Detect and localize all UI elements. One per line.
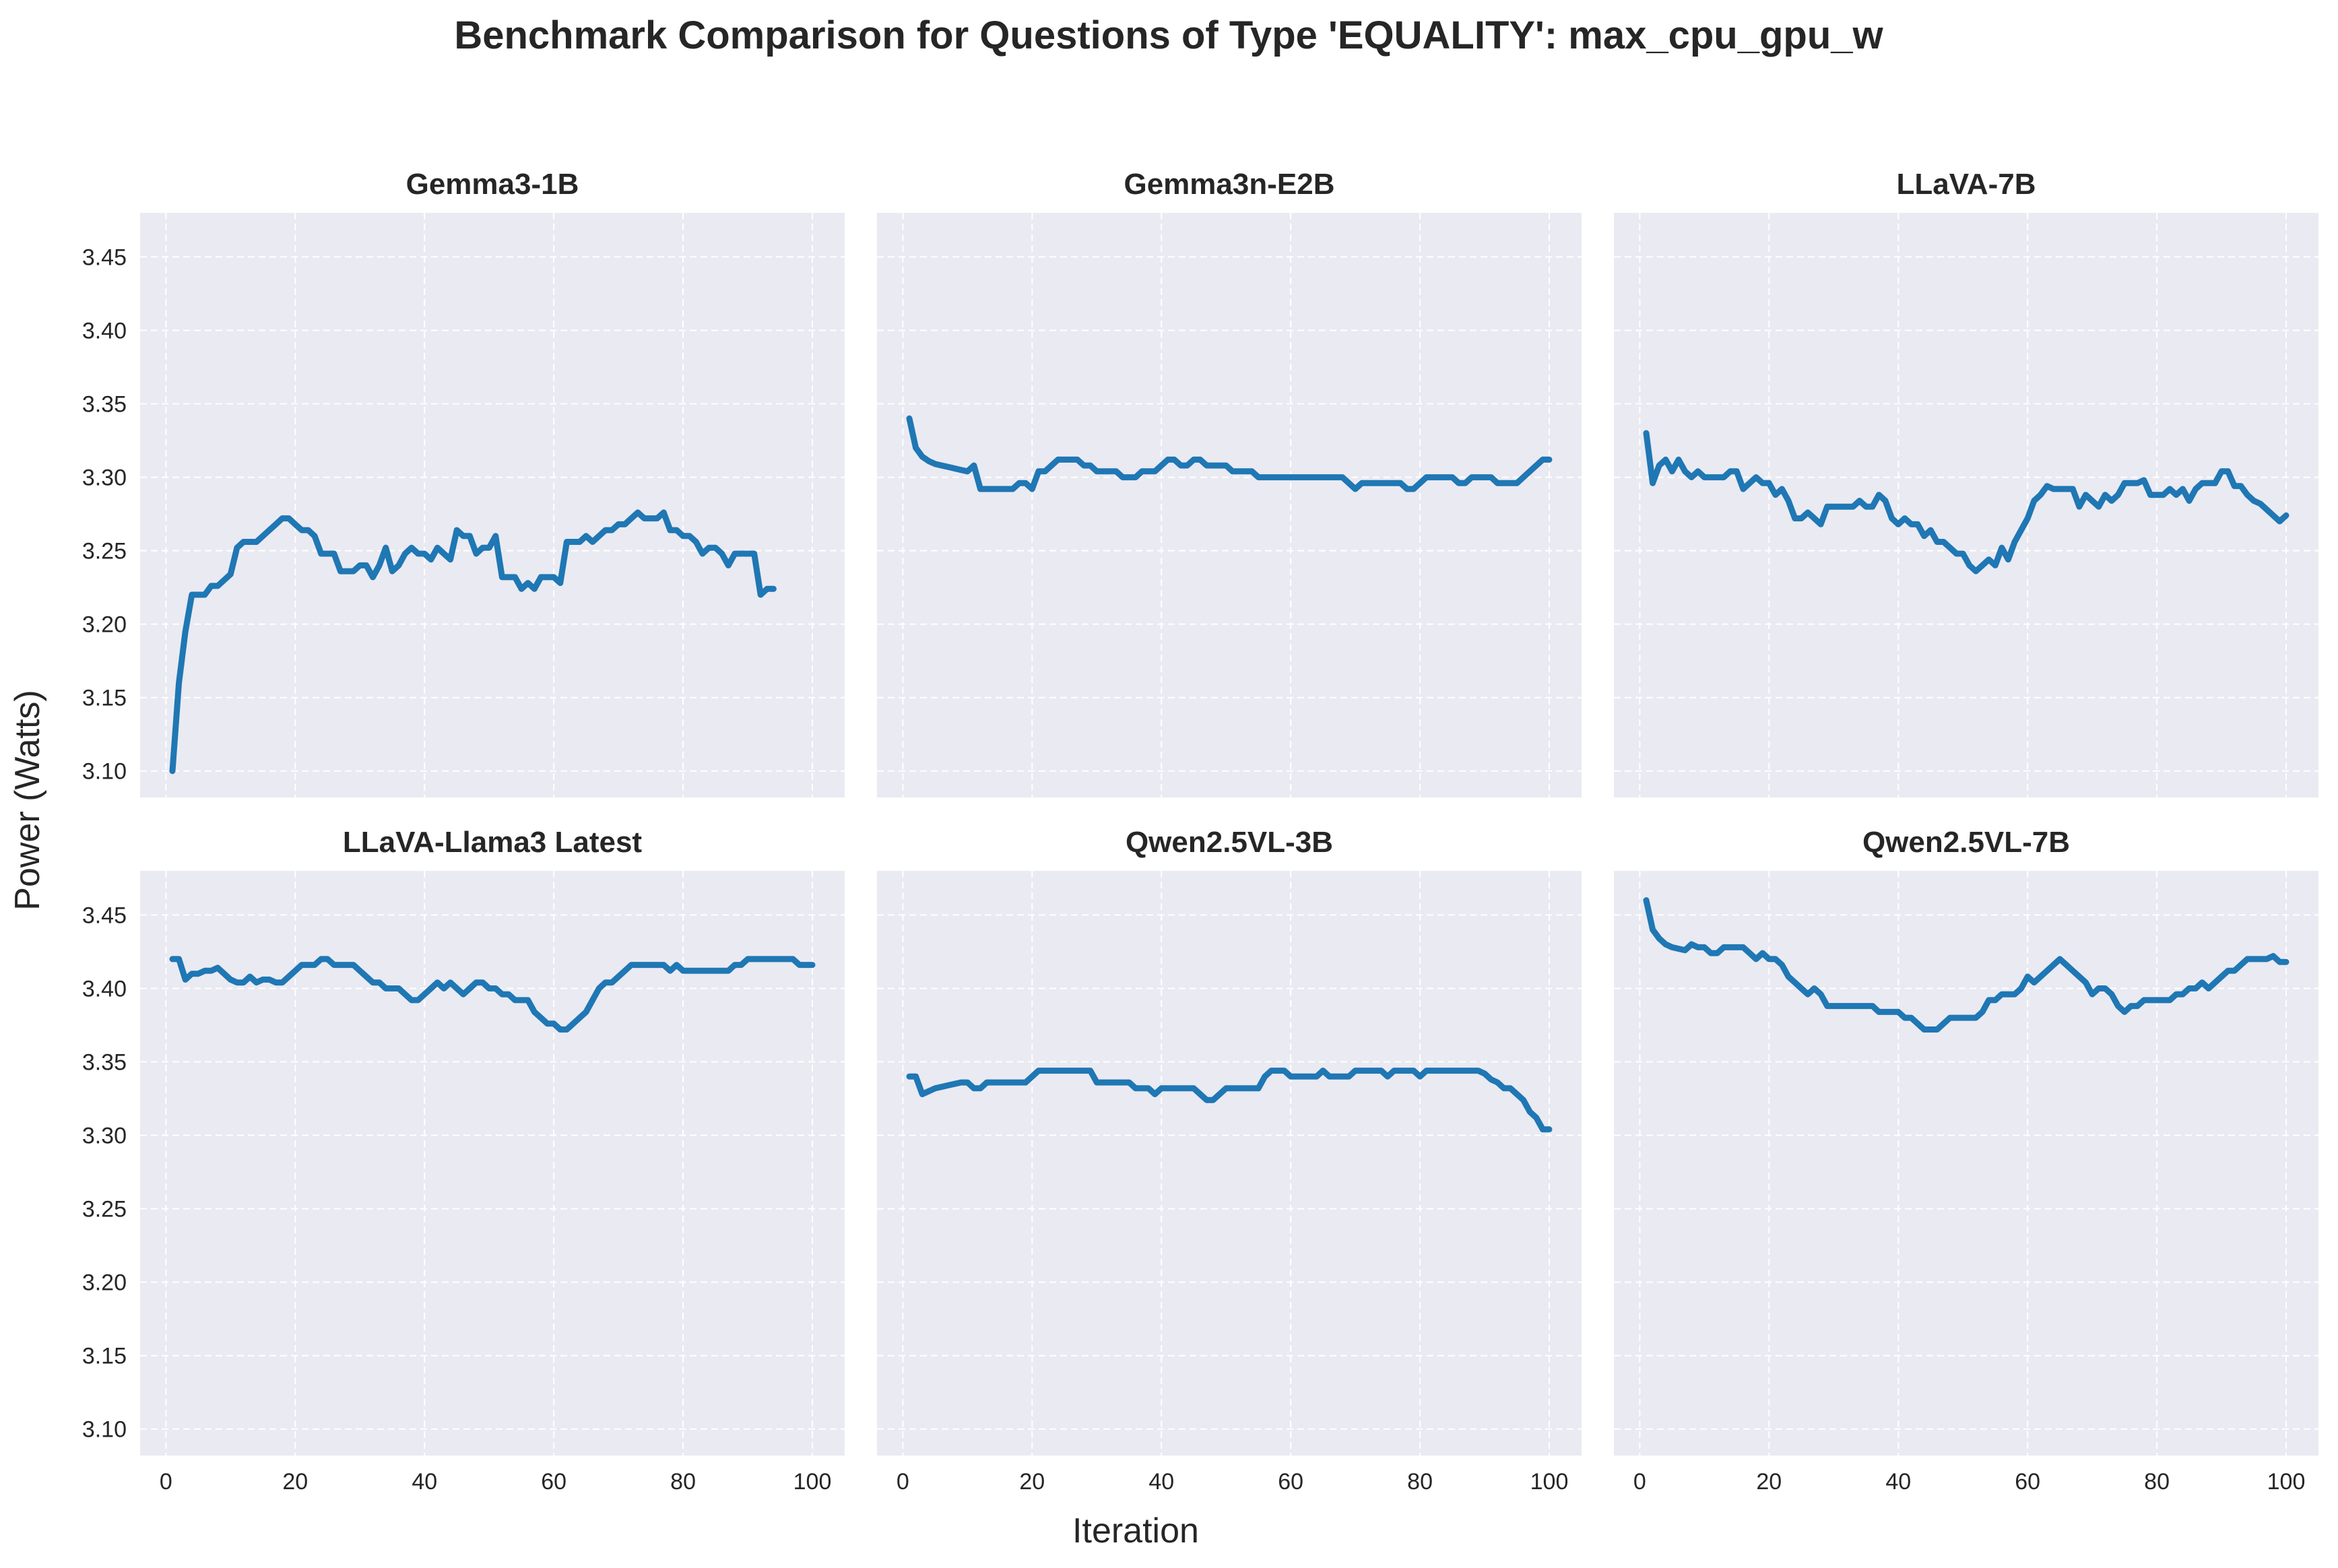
x-axis-label: Iteration [1072,1511,1199,1550]
subplot-6: Qwen2.5VL-7B 0 20 40 60 80 100 [1614,826,2318,1495]
y-tick-label: 3.20 [82,612,127,638]
subplot-title: LLaVA-7B [1897,168,2036,201]
y-tick-label: 3.40 [82,976,127,1002]
subplot-2: Gemma3n-E2B [877,168,1582,797]
y-tick-label: 3.20 [82,1270,127,1296]
series-line [169,509,777,775]
subplot-5: Qwen2.5VL-3B 0 20 40 60 80 100 [877,826,1582,1495]
y-tick-label: 3.30 [82,1123,127,1149]
y-tick-label: 3.30 [82,465,127,491]
x-tick-label: 40 [1885,1469,1911,1495]
plot-area [877,213,1582,797]
subplot-title: Qwen2.5VL-3B [1126,826,1333,859]
plot-area [140,871,845,1456]
y-tick-label: 3.15 [82,686,127,711]
x-tick-label: 80 [670,1469,696,1495]
x-tick-label: 0 [1633,1469,1646,1495]
grid-lines [877,213,1582,797]
y-tick-label: 3.45 [82,244,127,270]
plot-area [877,871,1582,1456]
subplot-4: LLaVA-Llama3 Latest 3.10 3.15 3.20 3.25 3.30 3… [82,826,845,1495]
x-tick-label: 0 [160,1469,172,1495]
x-tick-label: 100 [2267,1469,2306,1495]
x-tick-label: 60 [1278,1469,1303,1495]
subplot-title: Qwen2.5VL-7B [1862,826,2070,859]
subplot-3: LLaVA-7B [1614,168,2318,797]
x-tick-label: 80 [1407,1469,1433,1495]
grid-lines [140,213,845,797]
y-tick-label: 3.25 [82,539,127,564]
y-tick-label: 3.35 [82,1050,127,1076]
plot-area [1614,213,2318,797]
subplot-title: Gemma3-1B [406,168,579,201]
x-tick-label: 0 [897,1469,909,1495]
subplots-grid: Gemma3-1B 3.10 3.15 3.20 3.25 3.30 3.35 3.40 3.4… [82,168,2318,1495]
series-line [1643,897,2290,1033]
series-line [169,956,816,1033]
series-line [1643,430,2290,575]
grid-lines [1614,871,2318,1456]
y-tick-label: 3.25 [82,1197,127,1222]
y-tick-label: 3.10 [82,1417,127,1443]
x-tick-label: 100 [793,1469,832,1495]
x-tick-label: 40 [412,1469,437,1495]
subplot-title: Gemma3n-E2B [1124,168,1334,201]
plot-area [1614,871,2318,1456]
plot-area [140,213,845,797]
grid-lines [1614,213,2318,797]
x-tick-label: 20 [1756,1469,1782,1495]
x-tick-label: 20 [1019,1469,1045,1495]
x-tick-label: 100 [1530,1469,1569,1495]
y-tick-label: 3.15 [82,1344,127,1369]
grid-lines [140,871,845,1456]
y-axis-label: Power (Watts) [8,690,47,910]
x-tick-label: 80 [2144,1469,2170,1495]
x-tick-label: 60 [541,1469,566,1495]
series-line [906,415,1553,492]
subplot-title: LLaVA-Llama3 Latest [343,826,643,859]
y-tick-label: 3.35 [82,392,127,418]
grid-lines [877,871,1582,1456]
x-tick-label: 60 [2015,1469,2040,1495]
subplot-1: Gemma3-1B 3.10 3.15 3.20 3.25 3.30 3.35 3.40 3.4… [82,168,845,797]
x-tick-label: 20 [282,1469,308,1495]
y-tick-label: 3.45 [82,903,127,928]
series-line [906,1068,1553,1133]
figure-title: Benchmark Comparison for Questions of Ty… [454,13,1883,57]
y-tick-label: 3.40 [82,318,127,344]
y-tick-label: 3.10 [82,759,127,785]
x-tick-label: 40 [1148,1469,1174,1495]
